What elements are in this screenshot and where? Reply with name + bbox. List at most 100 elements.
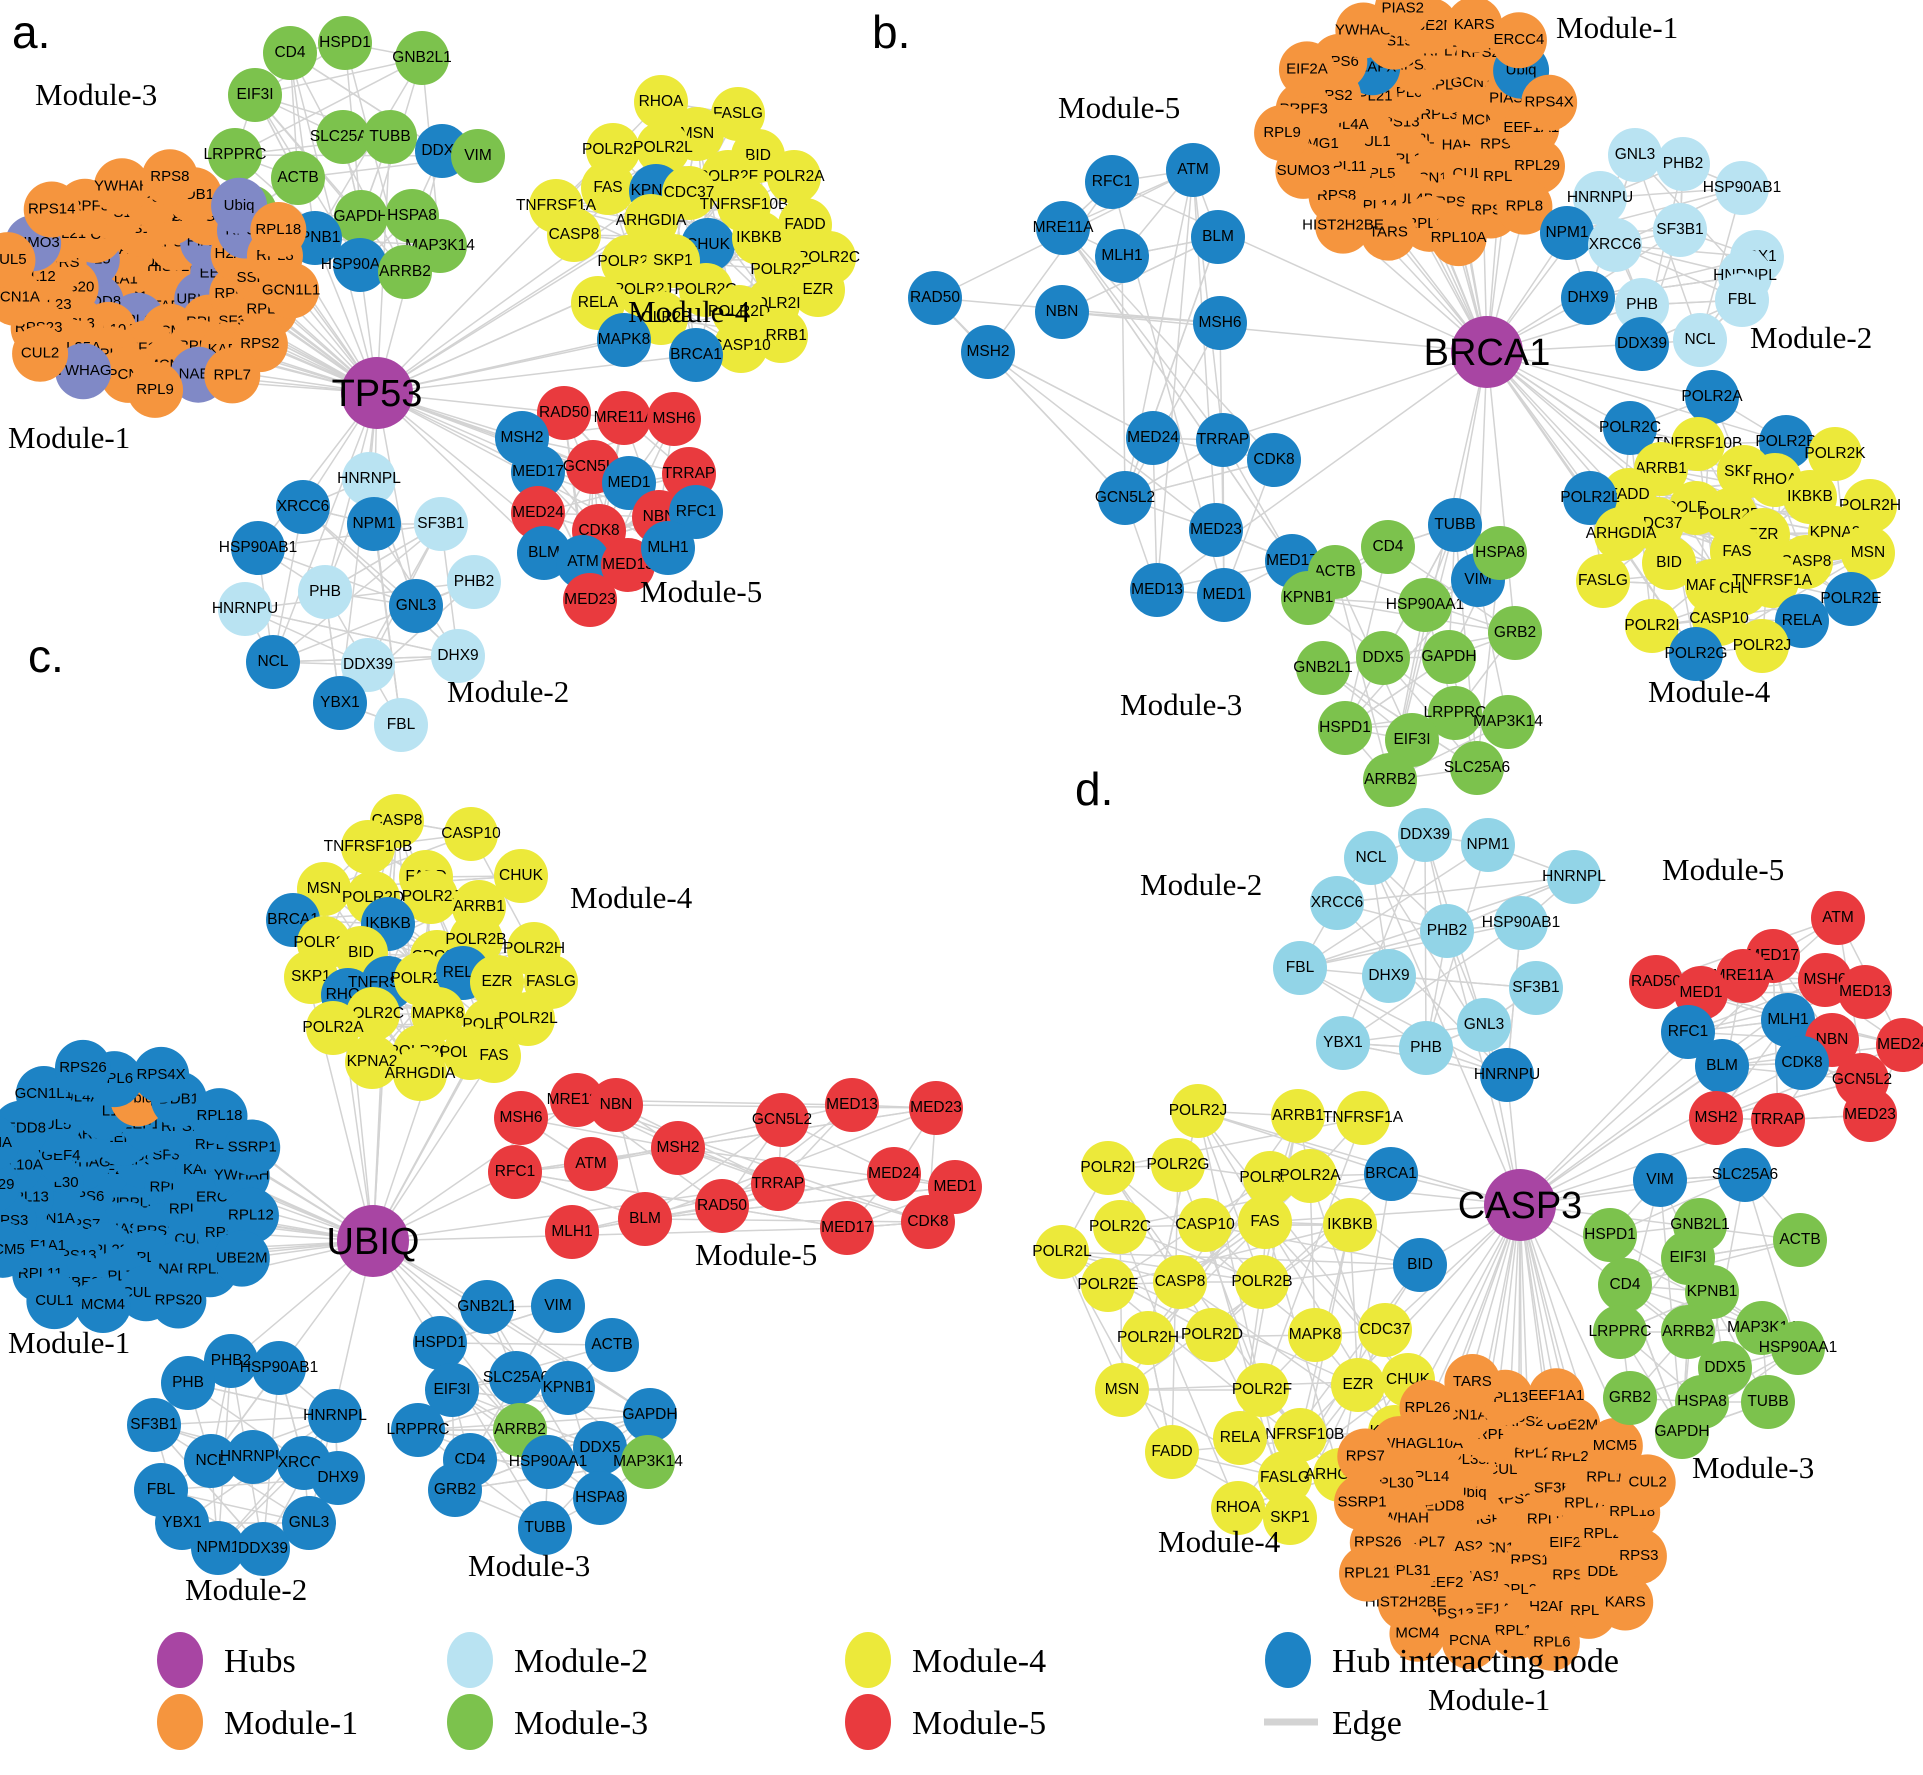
- edge: [486, 1306, 651, 1416]
- hub-BRCA1: [1451, 316, 1523, 388]
- module-label-d-module-5: Module-5: [1662, 852, 1784, 887]
- edge: [257, 523, 442, 549]
- node-d-NCL: [1344, 831, 1398, 885]
- node-d-POLR2G: [1151, 1138, 1205, 1192]
- node-c-NPM1: [191, 1521, 245, 1575]
- node-a-CUL2: [12, 325, 69, 382]
- node-a-EIF3I: [228, 68, 282, 122]
- node-c-PCNA: [0, 1116, 20, 1170]
- node-d-MSN: [1095, 1363, 1149, 1417]
- node-a-HSPD1: [318, 16, 372, 70]
- node-d-EEF1A1: [1528, 1368, 1585, 1425]
- edge: [244, 608, 459, 657]
- node-d-IKBKB: [1323, 1198, 1377, 1252]
- node-c-GNL3: [282, 1496, 336, 1550]
- node-b-HSP90AA1: [1398, 578, 1452, 632]
- node-d-RPL26: [1399, 1379, 1456, 1436]
- edge: [987, 351, 1154, 439]
- node-d-XRCC6: [1310, 876, 1364, 930]
- edge: [1299, 844, 1489, 969]
- node-b-SLC25A6: [1450, 741, 1504, 795]
- node-d-KARS: [1597, 1574, 1654, 1631]
- node-d-TUBB: [1741, 1375, 1795, 1429]
- hub-label-UBIQ: UBIQ: [327, 1221, 420, 1263]
- node-c-HSPD1: [413, 1316, 467, 1370]
- node-a-RPL9: [127, 361, 184, 418]
- node-d-CDK8: [1775, 1036, 1829, 1090]
- legend-label: Module-5: [912, 1705, 1046, 1742]
- edge: [1197, 1110, 1291, 1519]
- hub-label-CASP3: CASP3: [1458, 1185, 1583, 1227]
- edge: [1061, 1251, 1173, 1453]
- node-c-MED13: [825, 1078, 879, 1132]
- node-d-POLR2C: [1093, 1200, 1147, 1254]
- node-b-GAPDH: [1422, 630, 1476, 684]
- node-b-MED24: [1126, 411, 1180, 465]
- node-c-EZR: [470, 955, 524, 1009]
- node-c-MSH6: [494, 1091, 548, 1145]
- node-a-CDC37: [662, 166, 716, 220]
- edge: [1342, 922, 1522, 1044]
- legend-swatch-m4: [845, 1632, 891, 1688]
- node-c-SF3B1: [127, 1398, 181, 1452]
- node-d-CASP10: [1178, 1198, 1232, 1252]
- node-c-EIF3I: [425, 1363, 479, 1417]
- node-c-TNFRSF10B: [341, 820, 395, 874]
- node-b-NPM1: [1540, 206, 1594, 260]
- node-b-MED1: [1197, 568, 1251, 622]
- node-a-TUBB: [363, 110, 417, 164]
- edge: [376, 354, 697, 394]
- node-b-GNL3: [1608, 128, 1662, 182]
- node-c-MED23: [909, 1081, 963, 1135]
- edge: [439, 1342, 613, 1346]
- node-b-POLR2J: [1735, 619, 1789, 673]
- node-b-PHB: [1615, 278, 1669, 332]
- node-b-RELA: [1775, 594, 1829, 648]
- edge: [1264, 1204, 1521, 1223]
- module-label-c-module-2: Module-2: [185, 1572, 307, 1607]
- node-c-MLH1: [545, 1205, 599, 1259]
- edge: [244, 581, 475, 610]
- node-b-HIST2H2BE: [1315, 197, 1372, 254]
- node-d-GAPDH: [1655, 1405, 1709, 1459]
- node-b-TUBB: [1428, 498, 1482, 552]
- edge: [1062, 227, 1293, 562]
- node-d-HSP90AA1: [1771, 1321, 1825, 1375]
- node-d-FASLG: [1258, 1451, 1312, 1505]
- node-a-MLH1: [641, 521, 695, 575]
- node-d-POLR2F: [1235, 1363, 1289, 1417]
- node-c-ACTB: [585, 1318, 639, 1372]
- node-a-RHOA: [634, 75, 688, 129]
- node-c-NBN: [589, 1078, 643, 1132]
- panel-letter-b: b.: [872, 6, 910, 58]
- node-b-SF3B1: [1653, 203, 1707, 257]
- node-c-CHUK: [494, 849, 548, 903]
- edge: [1299, 967, 1508, 1076]
- node-a-GCN1L1: [263, 262, 320, 319]
- node-c-FAS: [467, 1029, 521, 1083]
- node-a-HNRNPL: [342, 452, 396, 506]
- node-b-POLR2K: [1808, 427, 1862, 481]
- node-b-RFC1: [1085, 155, 1139, 209]
- node-a-SF3B1: [414, 497, 468, 551]
- node-d-FAS: [1238, 1195, 1292, 1249]
- node-d-TARS: [1444, 1353, 1501, 1410]
- node-d-MSH2: [1689, 1091, 1743, 1145]
- node-c-GNB2L1: [460, 1280, 514, 1334]
- edge: [1334, 571, 1391, 781]
- node-a-DDX39: [341, 638, 395, 692]
- node-b-TNFRSF1A: [1745, 554, 1799, 608]
- legend-label: Module-3: [514, 1705, 648, 1742]
- node-c-BLM: [618, 1192, 672, 1246]
- node-d-POLR2K: [1243, 1151, 1297, 1205]
- node-b-RPS4X: [1521, 74, 1578, 131]
- edge: [417, 1429, 601, 1499]
- edge: [1107, 1167, 1316, 1336]
- node-b-ARRB2: [1363, 753, 1417, 807]
- legend-swatch-hub: [157, 1632, 203, 1688]
- node-b-HSPA8: [1473, 526, 1527, 580]
- legend-item-edge: Edge: [1264, 1705, 1402, 1742]
- node-d-CUL2: [1619, 1454, 1676, 1511]
